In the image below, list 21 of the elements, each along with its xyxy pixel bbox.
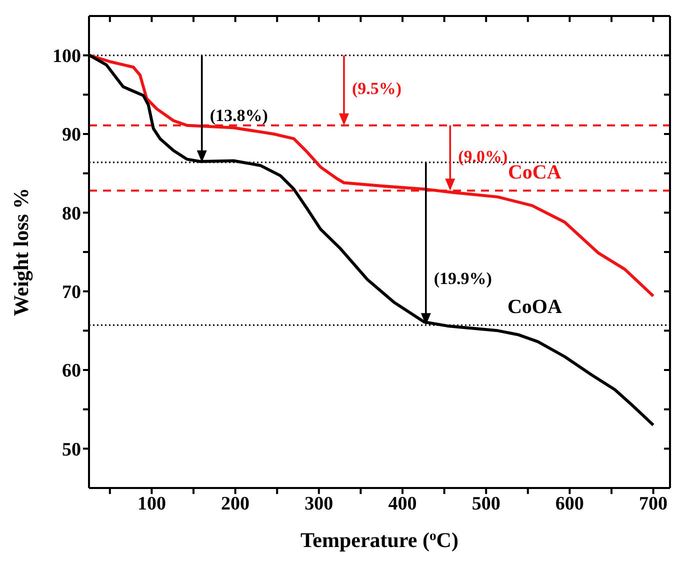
- y-tick-label: 70: [62, 282, 81, 304]
- y-tick-label: 50: [62, 439, 81, 460]
- x-tick-label: 300: [304, 493, 334, 514]
- series-label: CoOA: [507, 296, 562, 318]
- annotation: (13.8%): [210, 106, 268, 126]
- y-tick-label: 80: [62, 203, 81, 224]
- annotation: (9.0%): [458, 146, 508, 166]
- y-tick-label: 90: [62, 124, 81, 146]
- x-tick-label: 200: [221, 493, 250, 514]
- x-axis-title: Temperature ($^{o}$C): [300, 528, 458, 552]
- x-tick-label: 400: [388, 493, 417, 514]
- annotation: (19.9%): [434, 269, 492, 288]
- y-axis-title: Weight loss %: [9, 188, 33, 316]
- y-tick-label: 60: [62, 360, 81, 382]
- x-tick-label: 100: [137, 493, 166, 514]
- x-tick-label: 500: [472, 493, 500, 514]
- series-label: CoCA: [508, 162, 562, 184]
- x-tick-label: 700: [639, 493, 668, 514]
- y-tick-label: 100: [52, 46, 81, 68]
- x-tick-label: 600: [555, 493, 584, 514]
- annotation: (9.5%): [352, 79, 402, 98]
